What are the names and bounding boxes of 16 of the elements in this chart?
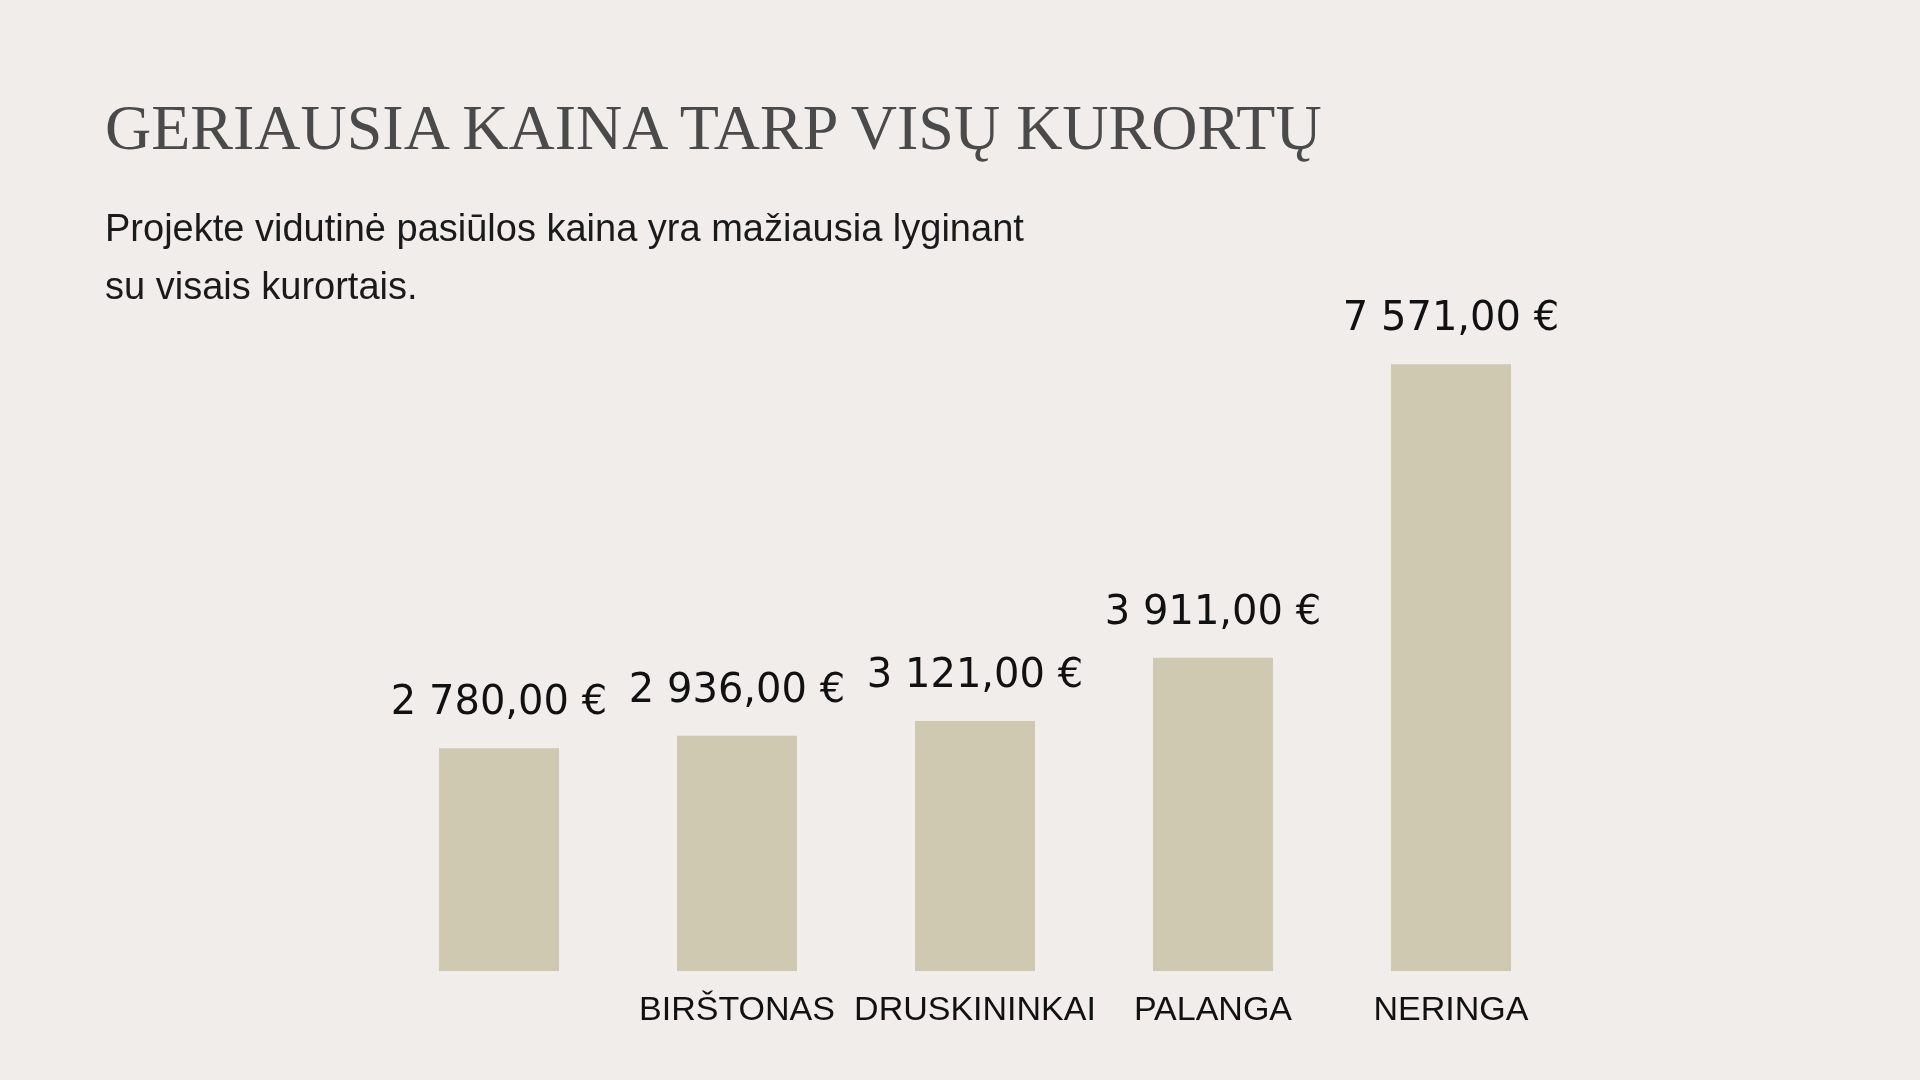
data-label: 7 571,00 €: [1342, 293, 1560, 340]
chart-subtitle: Projekte vidutinė pasiūlos kaina yra mažiausia lyginant su visais kurortais.: [105, 207, 1035, 307]
bar: [439, 748, 559, 971]
bar: [1153, 657, 1273, 971]
x-tick-label: NERINGA: [1373, 989, 1529, 1027]
bar: [915, 720, 1035, 971]
bar: [677, 735, 797, 971]
data-label: 2 780,00 €: [390, 677, 608, 724]
data-label: 2 936,00 €: [628, 664, 846, 711]
bar: [1391, 364, 1511, 971]
data-label: 3 121,00 €: [866, 649, 1084, 696]
x-tick-label: DRUSKININKAI: [854, 989, 1096, 1027]
x-tick-label: PALANGA: [1133, 989, 1293, 1027]
data-label: 3 911,00 €: [1104, 586, 1322, 633]
chart-title: GERIAUSIA KAINA TARP VISŲ KURORTŲ: [105, 91, 1322, 163]
x-tick-label: BIRŠTONAS: [639, 989, 835, 1027]
